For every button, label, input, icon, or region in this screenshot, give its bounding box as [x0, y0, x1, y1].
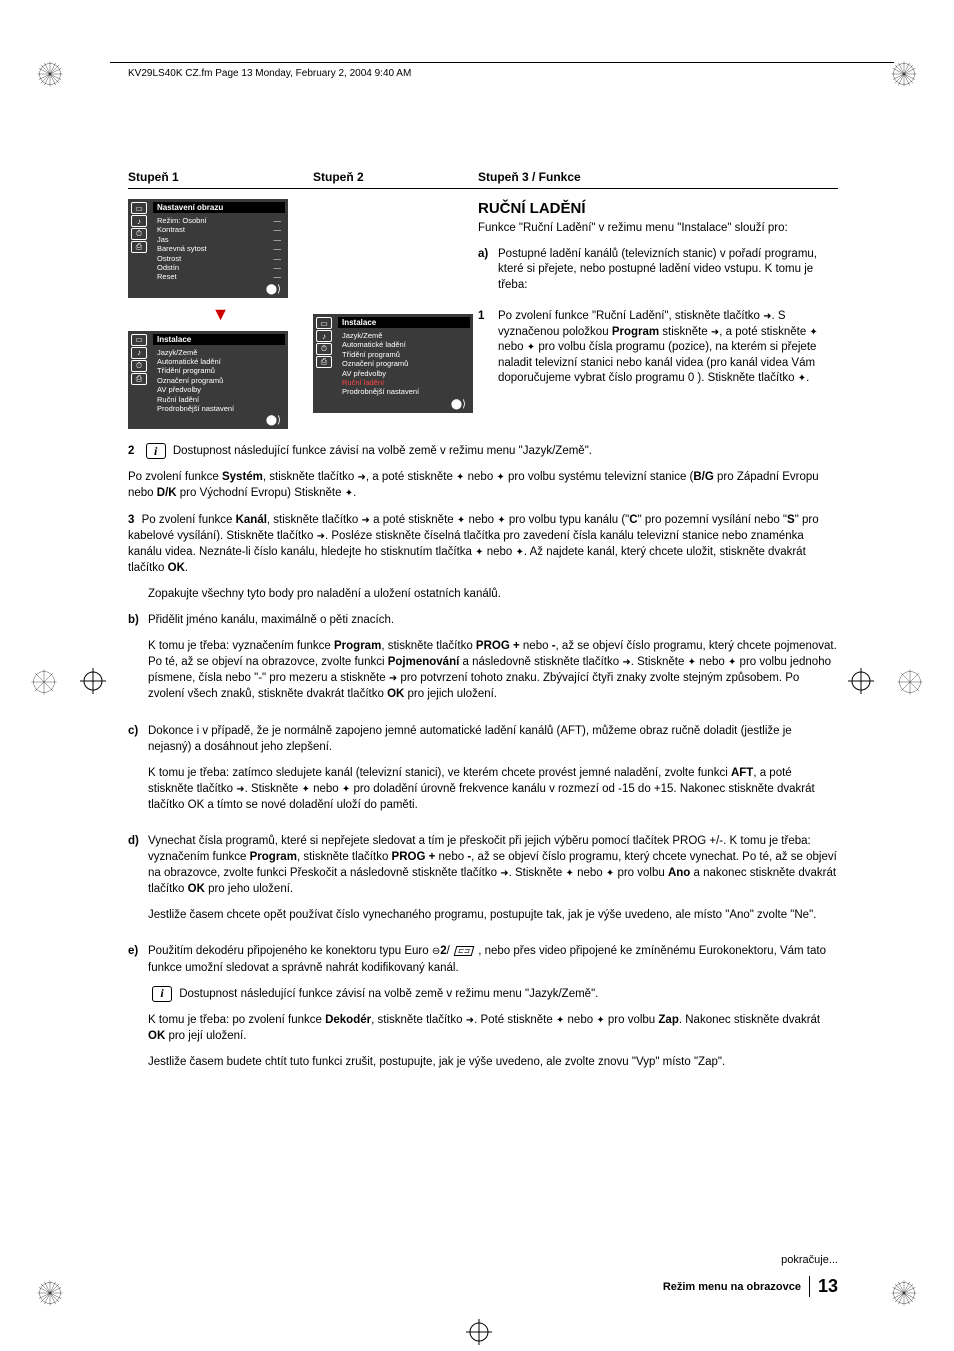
menu-item: Třídění programů: [342, 350, 466, 359]
menu-item: Kontrast—: [157, 225, 281, 234]
rosette-decoration: [30, 668, 58, 696]
rosette-decoration: [896, 668, 924, 696]
item-d-label: d): [128, 833, 148, 933]
crop-mark: [80, 668, 106, 694]
menu-item: Automatické ladění: [342, 340, 466, 349]
col-header-3: Stupeň 3 / Funkce: [478, 170, 838, 184]
system-paragraph: Po zvolení funkce Systém, stiskněte tlač…: [128, 469, 838, 501]
menu-item: Ruční ladění: [342, 378, 466, 387]
item-d-content: Vynechat čísla programů, které si nepřej…: [148, 833, 838, 933]
crop-mark: [466, 1319, 492, 1345]
menu-footer-icon: ⬤⟩: [153, 414, 285, 426]
menu-icon: ⏱: [131, 228, 147, 240]
rosette-decoration: [36, 1279, 64, 1307]
menu-item: Jas—: [157, 235, 281, 244]
menu-item: Odstín—: [157, 263, 281, 272]
menu-item: Jazyk/Země: [157, 348, 281, 357]
menu-icon: ⏱: [316, 343, 332, 355]
page-header-text: KV29LS40K CZ.fm Page 13 Monday, February…: [128, 68, 411, 79]
menu-item: AV předvolby: [342, 369, 466, 378]
arrow-down-icon: ▼: [128, 304, 313, 325]
menu-picture-settings: ▭ ♪ ⏱ ⎙ Nastavení obrazu Režim: Osobní—K…: [128, 199, 288, 298]
menu-item: Označení programů: [157, 376, 281, 385]
scart-icon: ⊏⊐: [454, 946, 475, 956]
crop-mark: [848, 668, 874, 694]
menu-item: Prodrobnější nastavení: [157, 404, 281, 413]
step-2-row: 2 i Dostupnost následující funkce závisí…: [128, 443, 838, 459]
step-1-text: Po zvolení funkce "Ruční Ladění", stiskn…: [498, 309, 838, 387]
header-rule: [110, 62, 894, 63]
menu-icon: ▭: [131, 334, 147, 346]
info-icon: i: [152, 986, 172, 1002]
manual-tuning-heading: RUČNÍ LADĚNÍ: [478, 199, 838, 219]
menu-title: Instalace: [338, 317, 470, 328]
step-3-paragraph: 3 Po zvolení funkce Kanál, stiskněte tla…: [128, 512, 838, 576]
rosette-decoration: [36, 60, 64, 88]
menu-item: Ruční ladění: [157, 395, 281, 404]
menu-footer-icon: ⬤⟩: [153, 283, 285, 295]
manual-intro: Funkce "Ruční Ladění" v režimu menu "Ins…: [478, 221, 838, 237]
footer-title: Režim menu na obrazovce: [663, 1281, 801, 1293]
menu-footer-icon: ⬤⟩: [338, 398, 470, 410]
menu-title: Nastavení obrazu: [153, 202, 285, 213]
menu-icon: ⎙: [316, 356, 332, 368]
menu-item: Ostrost—: [157, 254, 281, 263]
menu-icon: ⎙: [131, 373, 147, 385]
menu-item: Režim: Osobní—: [157, 216, 281, 225]
item-c-label: c): [128, 723, 148, 823]
menu-item: Jazyk/Země: [342, 331, 466, 340]
menu-install-2: ▭ ♪ ⏱ ⎙ Instalace Jazyk/ZeměAutomatické …: [313, 314, 473, 413]
menu-icon: ▭: [131, 202, 147, 214]
item-b-content: Přidělit jméno kanálu, maximálně o pěti …: [148, 612, 838, 712]
menu-item: Třídění programů: [157, 366, 281, 375]
continues-text: pokračuje...: [128, 1254, 838, 1266]
menu-icon: ▭: [316, 317, 332, 329]
menu-icon: ♪: [131, 215, 147, 227]
menu-item: AV předvolby: [157, 385, 281, 394]
menu-item: Barevná sytost—: [157, 244, 281, 253]
step-1-label: 1: [478, 309, 498, 387]
rosette-decoration: [890, 1279, 918, 1307]
item-e-content: Použitím dekodéru připojeného ke konekto…: [148, 943, 838, 1080]
col-header-1: Stupeň 1: [128, 170, 313, 184]
rosette-decoration: [890, 60, 918, 88]
menu-item: Automatické ladění: [157, 357, 281, 366]
col-header-2: Stupeň 2: [313, 170, 478, 184]
item-e-label: e): [128, 943, 148, 1080]
menu-icon: ♪: [131, 347, 147, 359]
item-b-label: b): [128, 612, 148, 712]
item-a-text: Postupné ladění kanálů (televizních stan…: [498, 247, 838, 294]
item-a-label: a): [478, 247, 498, 294]
menu-item: Prodrobnější nastavení: [342, 387, 466, 396]
item-c-content: Dokonce i v případě, že je normálně zapo…: [148, 723, 838, 823]
menu-icon: ⏱: [131, 360, 147, 372]
info-icon: i: [146, 443, 166, 459]
menu-icon: ♪: [316, 330, 332, 342]
menu-icon: ⎙: [131, 241, 147, 253]
column-headers: Stupeň 1 Stupeň 2 Stupeň 3 / Funkce: [128, 170, 838, 189]
page-number: 13: [809, 1276, 838, 1297]
menu-install-1: ▭ ♪ ⏱ ⎙ Instalace Jazyk/ZeměAutomatické …: [128, 331, 288, 430]
menu-item: Označení programů: [342, 359, 466, 368]
page-footer: Režim menu na obrazovce 13: [663, 1276, 838, 1297]
menu-title: Instalace: [153, 334, 285, 345]
repeat-paragraph: Zopakujte všechny tyto body pro naladění…: [128, 586, 838, 602]
menu-item: Reset—: [157, 272, 281, 281]
